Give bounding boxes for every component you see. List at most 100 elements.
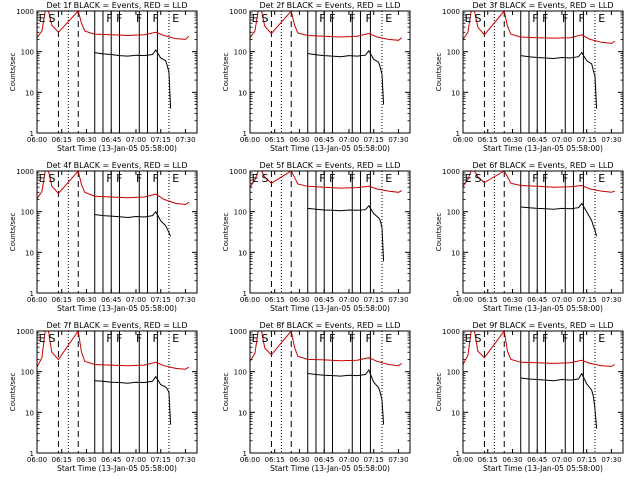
x-tick-label: 07:30 [388,296,408,304]
y-axis-label: Counts/sec [222,373,230,412]
lld-series-line [36,9,190,40]
region-label: F [562,172,568,185]
chart-title: Det 8f BLACK = Events, RED = LLD [259,321,400,330]
region-label: E [39,172,46,185]
x-axis-label: Start Time (13-Jan-05 05:58:00) [270,144,390,153]
region-label: S [49,172,56,185]
x-tick-label: 07:15 [364,136,384,144]
region-label: F [365,172,371,185]
region-label: F [152,172,158,185]
x-tick-label: 06:45 [527,296,547,304]
region-label: F [106,332,112,345]
x-tick-label: 06:15 [265,136,285,144]
lld-series-line [462,329,616,367]
events-series-line [520,51,598,109]
plot-frame [36,10,198,134]
x-tick-label: 06:45 [314,296,334,304]
x-tick-label: 06:15 [478,456,498,464]
y-tick-label: 1 [243,450,247,458]
y-tick-label: 100 [234,209,247,217]
x-tick-label: 06:00 [240,456,260,464]
chart-title: Det 4f BLACK = Events, RED = LLD [46,161,187,170]
x-tick-label: 07:30 [175,136,195,144]
x-tick-label: 06:45 [101,456,121,464]
region-label: F [542,172,548,185]
x-axis-label: Start Time (13-Jan-05 05:58:00) [57,464,177,473]
region-label: E [598,12,605,25]
x-axis-label: Start Time (13-Jan-05 05:58:00) [483,304,603,313]
x-axis-label: Start Time (13-Jan-05 05:58:00) [57,144,177,153]
region-label: E [39,12,46,25]
lld-series-line [249,9,403,41]
region-label: S [262,172,269,185]
region-label: E [39,332,46,345]
x-tick-label: 06:00 [240,296,260,304]
y-axis-label: Counts/sec [435,373,443,412]
chart-title: Det 5f BLACK = Events, RED = LLD [259,161,400,170]
region-label: F [349,12,355,25]
region-label: E [172,332,179,345]
y-tick-label: 100 [21,49,34,57]
events-series-line [307,204,385,262]
x-tick-label: 06:15 [265,456,285,464]
y-tick-label: 10 [25,409,34,417]
y-tick-label: 10 [238,249,247,257]
region-label: F [319,172,325,185]
plot-frame [462,330,624,454]
x-tick-label: 06:30 [289,296,309,304]
lld-series-line [462,9,616,44]
region-label: S [262,12,269,25]
events-series-line [520,202,598,237]
plot-frame [249,10,411,134]
region-label: F [578,12,584,25]
x-tick-label: 06:30 [502,296,522,304]
region-label: F [136,172,142,185]
x-tick-label: 06:30 [76,456,96,464]
lld-series-line [36,329,190,370]
x-tick-label: 06:30 [289,136,309,144]
lld-series-line [462,170,615,193]
y-tick-label: 1 [456,450,460,458]
x-tick-label: 07:15 [577,296,597,304]
region-label: F [319,332,325,345]
y-tick-label: 10 [238,89,247,97]
y-axis-label: Counts/sec [222,53,230,92]
plot-frame [462,170,624,294]
x-tick-label: 07:15 [577,136,597,144]
y-tick-label: 1 [30,450,34,458]
region-label: F [365,12,371,25]
y-tick-label: 1 [456,290,460,298]
x-tick-label: 06:00 [240,136,260,144]
x-tick-label: 07:15 [364,456,384,464]
lld-series-line [249,170,403,193]
region-label: S [475,172,482,185]
y-axis-label: Counts/sec [435,213,443,252]
y-tick-label: 10 [451,89,460,97]
region-label: F [106,172,112,185]
y-tick-label: 100 [234,369,247,377]
region-label: S [475,332,482,345]
region-label: F [116,332,122,345]
x-tick-label: 06:15 [265,296,285,304]
y-tick-label: 1 [30,130,34,138]
y-tick-label: 1000 [16,168,34,176]
region-label: F [532,172,538,185]
y-tick-label: 1000 [229,168,247,176]
x-tick-label: 06:15 [52,296,72,304]
region-label: S [262,332,269,345]
region-label: F [329,332,335,345]
y-tick-label: 1 [30,290,34,298]
x-tick-label: 07:00 [552,296,572,304]
region-label: E [385,172,392,185]
x-tick-label: 07:30 [601,456,621,464]
y-tick-label: 10 [25,249,34,257]
y-tick-label: 1 [243,290,247,298]
plot-frame [249,330,411,454]
region-label: S [49,12,56,25]
y-axis-label: Counts/sec [222,213,230,252]
